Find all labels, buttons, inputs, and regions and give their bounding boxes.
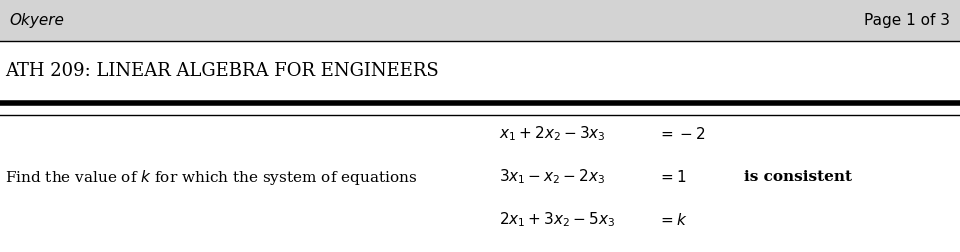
Text: $2x_1 + 3x_2 - 5x_3$: $2x_1 + 3x_2 - 5x_3$ [499,210,615,229]
Text: $= k$: $= k$ [658,211,687,227]
Text: $= -2$: $= -2$ [658,125,706,142]
Text: $= 1$: $= 1$ [658,168,686,184]
FancyBboxPatch shape [0,0,960,42]
Text: $x_1 + 2x_2 - 3x_3$: $x_1 + 2x_2 - 3x_3$ [499,124,606,143]
Text: $3x_1 - x_2 - 2x_3$: $3x_1 - x_2 - 2x_3$ [499,167,606,186]
Text: Page 1 of 3: Page 1 of 3 [864,13,950,28]
Text: Find the value of $k$ for which the system of equations: Find the value of $k$ for which the syst… [5,167,417,186]
Text: is consistent: is consistent [744,169,852,183]
Text: ATH 209: LINEAR ALGEBRA FOR ENGINEERS: ATH 209: LINEAR ALGEBRA FOR ENGINEERS [5,61,439,80]
Text: Okyere: Okyere [10,13,64,28]
